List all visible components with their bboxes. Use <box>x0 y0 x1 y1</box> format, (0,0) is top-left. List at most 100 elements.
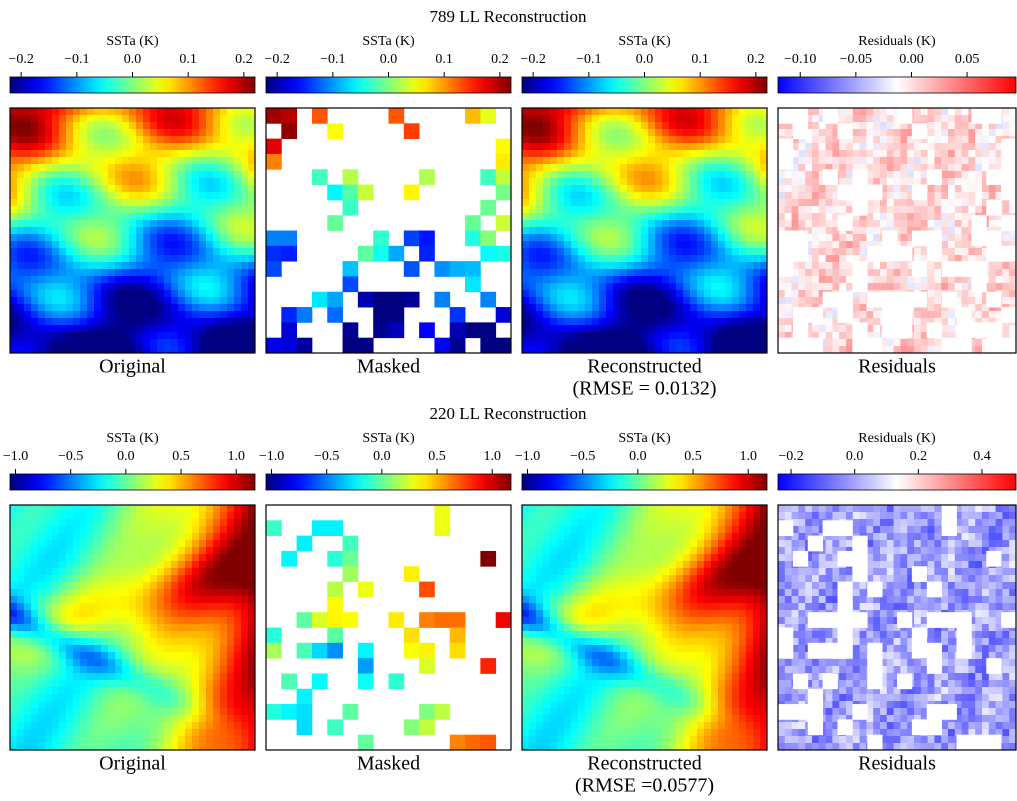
pixel <box>45 722 52 729</box>
pixel <box>778 311 785 318</box>
pixel <box>73 512 80 519</box>
pixel <box>122 652 129 659</box>
pixel <box>45 108 52 115</box>
pixel <box>199 283 206 290</box>
pixel <box>529 241 536 248</box>
pixel <box>157 108 164 115</box>
pixel <box>711 115 718 122</box>
pixel <box>543 213 550 220</box>
pixel <box>564 150 571 157</box>
tick-label: 0.2 <box>747 52 765 67</box>
pixel <box>10 283 17 290</box>
pixel <box>143 561 150 568</box>
pixel <box>115 575 122 582</box>
observed-patch <box>480 169 496 185</box>
pixel <box>122 143 129 150</box>
pixel <box>683 171 690 178</box>
pixel <box>907 220 914 227</box>
pixel <box>599 185 606 192</box>
pixel <box>17 248 24 255</box>
pixel <box>59 701 66 708</box>
pixel <box>185 213 192 220</box>
pixel <box>529 171 536 178</box>
pixel <box>578 143 585 150</box>
observed-patch <box>373 307 389 323</box>
pixel <box>536 283 543 290</box>
pixel <box>725 346 732 353</box>
pixel <box>805 150 812 157</box>
pixel <box>941 150 948 157</box>
pixel <box>662 290 669 297</box>
pixel <box>150 157 157 164</box>
pixel <box>887 276 894 283</box>
pixel <box>178 325 185 332</box>
pixel <box>24 332 31 339</box>
pixel <box>529 255 536 262</box>
pixel <box>87 227 94 234</box>
observed-patch <box>793 123 808 139</box>
pixel <box>122 729 129 736</box>
pixel <box>746 311 753 318</box>
pixel <box>164 673 171 680</box>
pixel <box>31 241 38 248</box>
pixel <box>185 185 192 192</box>
pixel <box>697 213 704 220</box>
pixel <box>220 171 227 178</box>
pixel <box>66 304 73 311</box>
pixel <box>599 206 606 213</box>
pixel <box>711 108 718 115</box>
pixel <box>136 540 143 547</box>
pixel <box>234 276 241 283</box>
pixel <box>94 227 101 234</box>
pixel <box>157 743 164 750</box>
pixel <box>536 339 543 346</box>
pixel <box>73 743 80 750</box>
pixel <box>143 290 150 297</box>
observed-patch <box>465 276 481 292</box>
pixel <box>529 346 536 353</box>
pixel <box>150 346 157 353</box>
pixel <box>704 283 711 290</box>
observed-patch <box>450 338 466 354</box>
pixel <box>115 722 122 729</box>
pixel <box>185 547 192 554</box>
pixel <box>129 283 136 290</box>
pixel <box>31 743 38 750</box>
observed-patch <box>404 292 420 308</box>
pixel <box>792 297 799 304</box>
pixel <box>192 269 199 276</box>
pixel <box>718 220 725 227</box>
pixel <box>241 171 248 178</box>
pixel <box>962 290 969 297</box>
pixel <box>683 199 690 206</box>
pixel <box>59 115 66 122</box>
pixel <box>550 311 557 318</box>
pixel <box>662 346 669 353</box>
pixel <box>178 519 185 526</box>
pixel <box>185 722 192 729</box>
pixel <box>550 129 557 136</box>
pixel <box>711 297 718 304</box>
pixel <box>115 624 122 631</box>
pixel <box>948 220 955 227</box>
pixel <box>38 290 45 297</box>
pixel <box>826 255 833 262</box>
pixel <box>66 178 73 185</box>
pixel <box>171 512 178 519</box>
pixel <box>122 304 129 311</box>
pixel <box>921 346 928 353</box>
pixel <box>157 297 164 304</box>
pixel <box>529 227 536 234</box>
pixel <box>962 178 969 185</box>
pixel <box>662 143 669 150</box>
pixel <box>45 178 52 185</box>
pixel <box>522 122 529 129</box>
pixel <box>697 241 704 248</box>
pixel <box>108 304 115 311</box>
pixel <box>59 248 66 255</box>
pixel <box>798 206 805 213</box>
pixel <box>634 185 641 192</box>
pixel <box>550 199 557 206</box>
pixel <box>143 171 150 178</box>
pixel <box>80 645 87 652</box>
